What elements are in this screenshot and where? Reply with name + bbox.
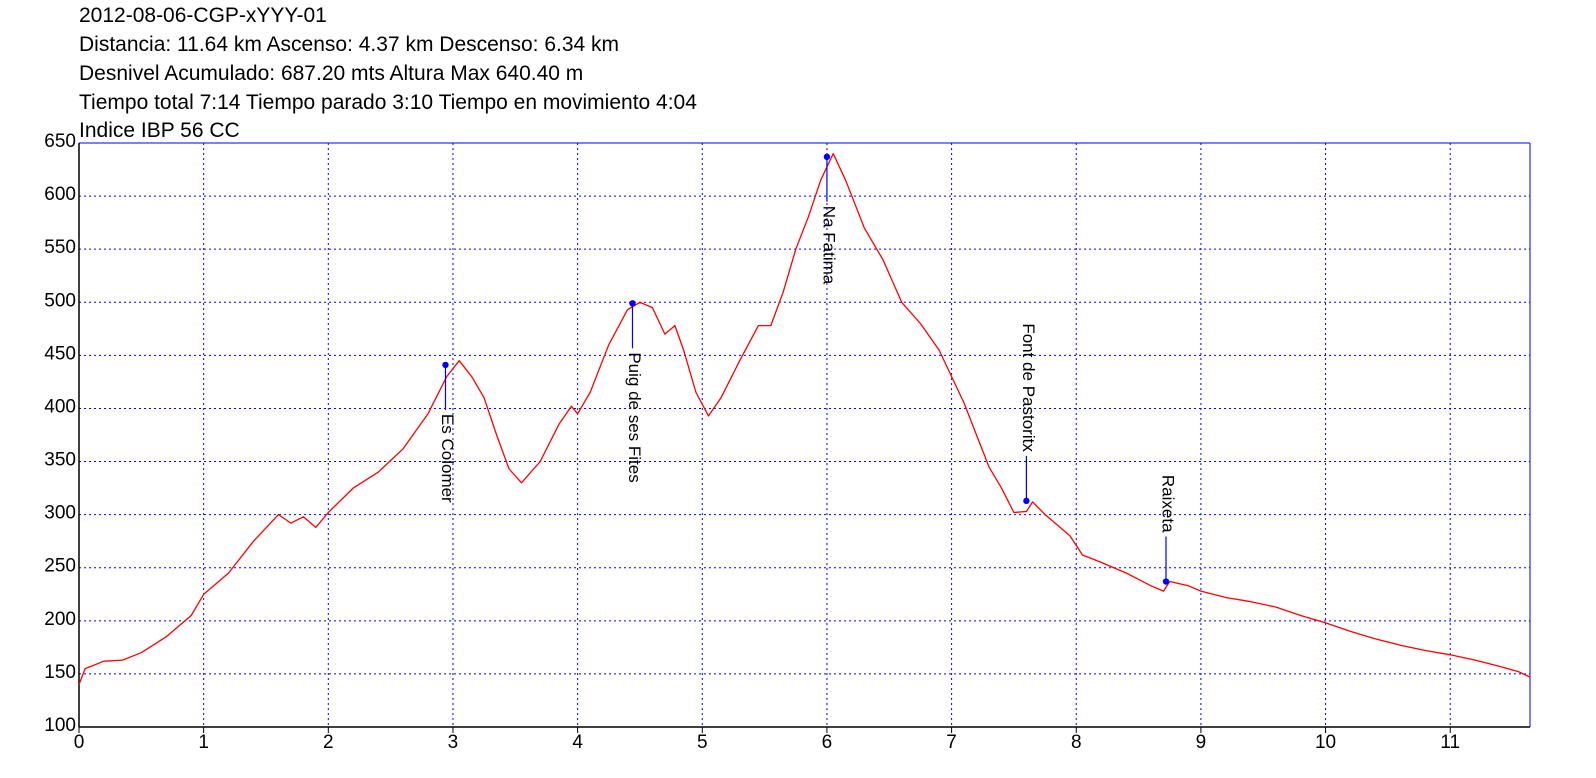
waypoint-marker bbox=[629, 300, 636, 307]
y-tick-label: 600 bbox=[44, 184, 76, 205]
x-tick-label: 8 bbox=[1071, 732, 1082, 753]
x-tick-label: 10 bbox=[1315, 732, 1336, 753]
time-summary: Tiempo total 7:14 Tiempo parado 3:10 Tie… bbox=[79, 91, 697, 114]
waypoint-label: Raixeta bbox=[1159, 475, 1178, 533]
y-tick-label: 400 bbox=[44, 396, 76, 417]
waypoint-label: Es Colomer bbox=[438, 414, 457, 503]
x-tick-label: 11 bbox=[1440, 732, 1460, 753]
y-axis-ticks: 100 150 200 250 300 350 400 450 500 550 600 650 bbox=[44, 131, 76, 736]
x-tick-label: 2 bbox=[323, 732, 334, 753]
x-tick-label: 0 bbox=[74, 732, 85, 753]
waypoint-label: Font de Pastoritx bbox=[1019, 323, 1038, 452]
ibp-index: Indice IBP 56 CC bbox=[79, 119, 240, 142]
track-name: 2012-08-06-CGP-xYYY-01 bbox=[79, 4, 327, 27]
plot-frame bbox=[78, 142, 1531, 728]
waypoint-marker bbox=[442, 361, 449, 369]
waypoint-markers: Es Colomer Puig de ses Fites Na Fatima Font… bbox=[438, 153, 1178, 585]
x-tick-label: 4 bbox=[572, 732, 583, 753]
elevation-series bbox=[78, 152, 1531, 685]
waypoint-marker bbox=[1023, 497, 1030, 505]
y-tick-label: 250 bbox=[44, 556, 76, 577]
y-tick-label: 650 bbox=[44, 131, 76, 152]
y-tick-label: 150 bbox=[44, 662, 76, 683]
x-axis-ticks: 0 1 2 3 4 5 6 7 8 9 10 11 bbox=[74, 727, 1460, 753]
distance-summary: Distancia: 11.64 km Ascenso: 4.37 km Des… bbox=[79, 33, 620, 56]
x-tick-label: 6 bbox=[822, 732, 833, 753]
waypoint-label: Na Fatima bbox=[819, 206, 838, 285]
elevation-summary: Desnivel Acumulado: 687.20 mts Altura Ma… bbox=[79, 62, 584, 85]
y-tick-label: 450 bbox=[44, 343, 76, 364]
elevation-line bbox=[78, 152, 1531, 685]
y-tick-label: 200 bbox=[44, 609, 76, 630]
x-tick-label: 9 bbox=[1196, 732, 1207, 753]
x-tick-label: 7 bbox=[946, 732, 957, 753]
y-tick-label: 500 bbox=[44, 290, 76, 311]
y-tick-label: 350 bbox=[44, 450, 76, 471]
waypoint-label: Puig de ses Fites bbox=[625, 352, 644, 482]
x-tick-label: 5 bbox=[697, 732, 708, 753]
waypoint-marker bbox=[823, 153, 831, 161]
grid-lines bbox=[79, 143, 1530, 727]
y-tick-label: 300 bbox=[44, 503, 76, 524]
y-tick-label: 550 bbox=[44, 237, 76, 258]
waypoint-marker bbox=[1162, 578, 1170, 585]
x-tick-label: 1 bbox=[198, 732, 209, 753]
x-tick-label: 3 bbox=[448, 732, 459, 753]
y-tick-label: 100 bbox=[44, 715, 76, 736]
